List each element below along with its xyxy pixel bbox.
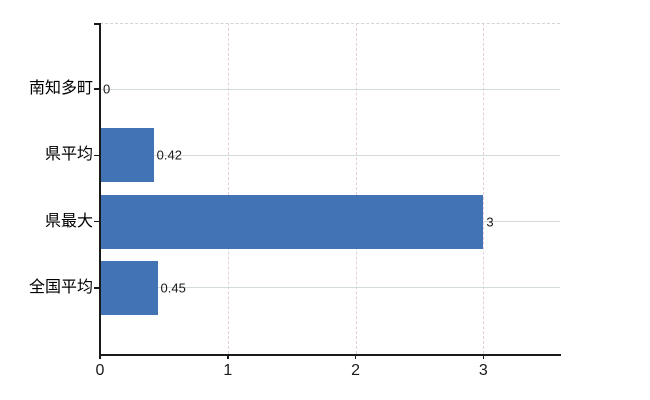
category-label: 県最大: [44, 212, 93, 230]
x-tick-label: 3: [478, 362, 488, 379]
bar: [100, 128, 154, 183]
x-axis-tick: [354, 354, 357, 359]
y-axis-tick: [94, 154, 100, 157]
y-axis-line: [99, 23, 101, 354]
category-label: 全国平均: [28, 278, 93, 296]
bar: [100, 260, 158, 315]
x-tick-label: 1: [223, 362, 233, 379]
x-axis-line: [99, 354, 561, 356]
y-axis-tick: [94, 88, 100, 90]
plot-top-border: [100, 23, 560, 24]
vertical-gridline: [355, 23, 357, 354]
bar-value-label: 0.45: [160, 280, 186, 296]
vertical-gridline: [227, 23, 229, 354]
y-axis-tick: [94, 220, 100, 223]
x-tick-label: 2: [351, 362, 360, 379]
y-axis-tick: [94, 23, 100, 25]
bar-value-label: 3: [486, 214, 494, 230]
category-label: 南知多町: [28, 80, 93, 98]
bar-value-label: 0.42: [156, 147, 182, 163]
bar: [100, 194, 484, 249]
horizontal-gridline: [100, 287, 560, 289]
horizontal-gridline: [100, 88, 560, 90]
y-axis-tick: [94, 287, 100, 289]
x-axis-tick: [99, 354, 101, 359]
category-label: 県平均: [44, 146, 93, 164]
x-axis-tick: [227, 354, 229, 359]
x-axis-tick: [482, 354, 485, 359]
bar-value-label: 0: [103, 81, 111, 97]
horizontal-gridline: [100, 154, 560, 156]
vertical-gridline: [483, 23, 485, 354]
x-tick-label: 0: [95, 362, 105, 379]
